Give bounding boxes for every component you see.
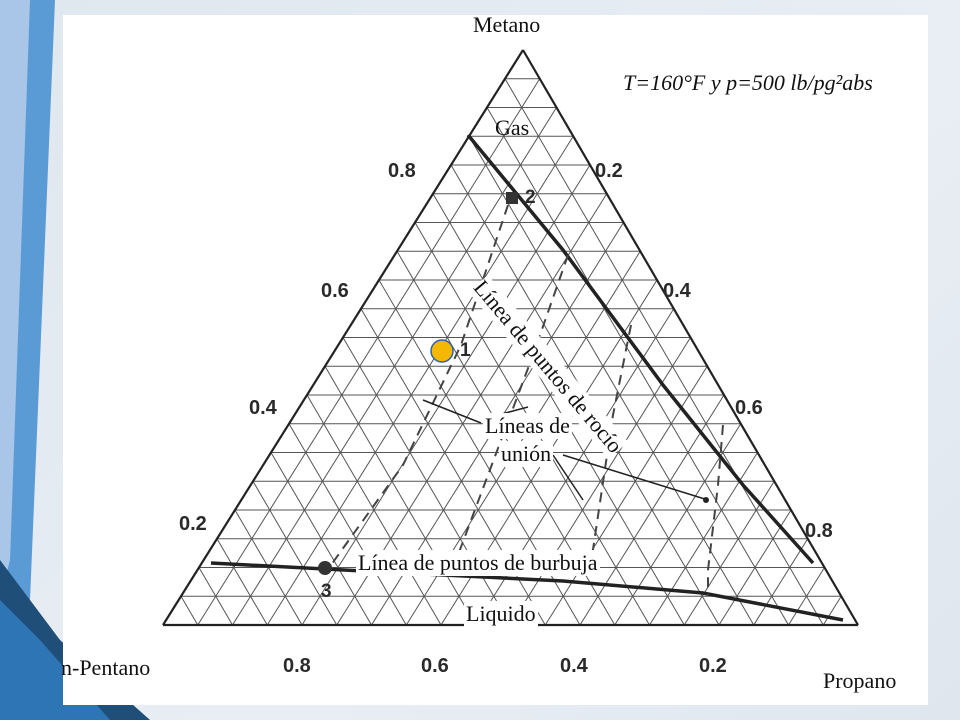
conditions-label: T=160°F y p=500 lb/pg²abs <box>623 70 873 95</box>
grid-line-diag-b <box>822 595 842 626</box>
tie-label-arrow-3 <box>552 454 584 501</box>
bottom-tick: 0.8 <box>283 655 311 677</box>
vertex-label-bottom-left: n-Pentano <box>61 655 151 680</box>
right-tick: 0.8 <box>805 520 833 542</box>
dew-point-curve <box>466 133 815 565</box>
bottom-tick: 0.6 <box>421 655 449 677</box>
point-3-label: 3 <box>321 581 332 602</box>
vertex-label-top: Metano <box>473 12 541 37</box>
grid-line-diag-a <box>180 595 199 626</box>
grid-line-diag-a <box>288 423 407 626</box>
point-1-marker <box>430 339 454 363</box>
point-2-label: 2 <box>525 187 536 208</box>
grid-line-diag-a <box>324 365 477 626</box>
right-tick: 0.2 <box>595 160 623 182</box>
tie-line-4 <box>707 424 724 595</box>
point-1-label: 1 <box>460 340 471 361</box>
grid-line-diag-a <box>432 193 685 626</box>
diagram-panel: Metano n-Pentano Propano T=160°F y p=500… <box>61 12 928 705</box>
triangle-edge-left <box>162 49 524 626</box>
tie-lines-label-line1: Líneas de <box>483 413 572 439</box>
triangle-edge-right <box>522 49 859 626</box>
vertex-label-bottom-right: Propano <box>823 668 897 693</box>
ternary-diagram <box>162 49 859 627</box>
bottom-tick: 0.2 <box>699 655 727 677</box>
grid-line-diag-b <box>266 135 574 626</box>
bubble-point-line-label: Línea de puntos de burbuja <box>356 550 600 576</box>
grid-line-diag-a <box>468 135 755 626</box>
tie-label-arrow-1 <box>422 399 482 424</box>
grid-line-diag-a <box>252 480 338 626</box>
grid-line-diag-a <box>504 78 824 626</box>
left-tick: 0.2 <box>179 513 207 535</box>
tie-arrow-target-dot <box>703 497 709 503</box>
left-tick: 0.6 <box>321 280 349 302</box>
grid-line-diag-b <box>197 78 541 626</box>
grid-line-diag-b <box>753 538 809 626</box>
tie-lines-label-line2: unión <box>499 441 554 467</box>
left-accent-band-light <box>0 0 30 600</box>
bubble-point-curve <box>210 561 844 622</box>
grid-line-diag-b <box>614 423 742 626</box>
bottom-tick: 0.4 <box>560 655 588 677</box>
left-tick: 0.8 <box>388 160 416 182</box>
right-tick: 0.4 <box>663 280 691 302</box>
liquid-region-label: Liquido <box>464 601 538 627</box>
point-2-marker <box>506 192 518 204</box>
tie-label-arrow-4 <box>562 454 709 501</box>
left-tick: 0.4 <box>249 397 277 419</box>
point-3-marker <box>318 561 332 575</box>
tie-line-1 <box>330 204 509 566</box>
grid-line-diag-a <box>216 538 268 626</box>
tie-line-3 <box>590 324 632 564</box>
right-tick: 0.6 <box>735 397 763 419</box>
tie-line-2 <box>454 254 569 564</box>
gas-region-label: Gas <box>495 115 530 140</box>
